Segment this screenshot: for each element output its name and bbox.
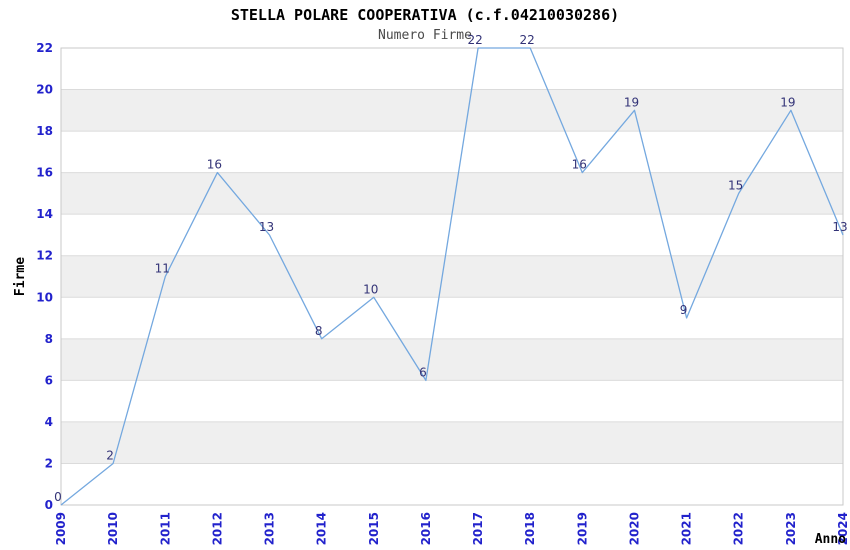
x-axis-tick-label: 2019 [575,512,589,545]
chart-title: STELLA POLARE COOPERATIVA (c.f.042100302… [230,6,620,24]
data-line [60,47,844,506]
grid-band [61,421,843,464]
data-point-label: 11 [155,262,170,276]
y-axis-tick-label: 20 [36,83,53,97]
y-axis-tick-label: 18 [36,124,53,138]
x-axis-tick-label: 2014 [315,512,329,545]
data-point-label: 13 [259,220,274,234]
x-axis-tick-label: 2018 [523,512,537,545]
grid-band [61,338,843,381]
data-point-label: 8 [315,324,323,338]
x-axis-tick-label: 2023 [784,512,798,545]
data-point-label: 2 [106,449,114,463]
data-point-label: 13 [832,220,847,234]
y-axis-tick-label: 4 [45,415,53,429]
data-point-label: 16 [207,158,222,172]
x-axis-tick-label: 2009 [54,512,68,545]
x-axis-tick-label: 2024 [836,512,850,545]
grid-band [61,255,843,298]
data-point-label: 15 [728,178,743,192]
x-axis-tick-label: 2022 [732,512,746,545]
data-point-label: 22 [520,33,535,47]
grid-band [61,172,843,215]
data-point-label: 22 [467,33,482,47]
data-point-label: 19 [780,95,795,109]
y-axis-tick-label: 12 [36,249,53,263]
x-axis-tick-label: 2010 [106,512,120,545]
x-axis-tick-label: 2020 [628,512,642,545]
y-axis-tick-label: 2 [45,457,53,471]
data-point-label: 9 [680,303,688,317]
y-axis-tick-label: 8 [45,332,53,346]
x-axis-tick-label: 2015 [367,512,381,545]
x-axis-tick-label: 2016 [419,512,433,545]
data-point-label: 10 [363,282,378,296]
x-axis-tick-label: 2011 [158,512,172,545]
data-point-label: 0 [54,490,62,504]
y-axis-tick-label: 14 [36,207,53,221]
grid-band [61,89,843,132]
y-axis-tick-label: 10 [36,290,53,304]
plot-border [60,47,844,506]
data-point-label: 16 [572,158,587,172]
y-axis-tick-label: 16 [36,166,53,180]
y-axis-title: Firme [13,257,28,296]
x-axis-tick-label: 2012 [210,512,224,545]
y-axis-tick-label: 22 [36,41,53,55]
chart-subtitle: Numero Firme [378,28,472,43]
x-axis-tick-label: 2021 [680,512,694,545]
data-point-label: 19 [624,95,639,109]
x-axis-title: Anno [815,532,846,547]
data-point-label: 6 [419,365,427,379]
y-axis-tick-label: 0 [45,498,53,512]
y-axis-tick-label: 6 [45,373,53,387]
x-axis-tick-label: 2013 [263,512,277,545]
x-axis-tick-label: 2017 [471,512,485,545]
